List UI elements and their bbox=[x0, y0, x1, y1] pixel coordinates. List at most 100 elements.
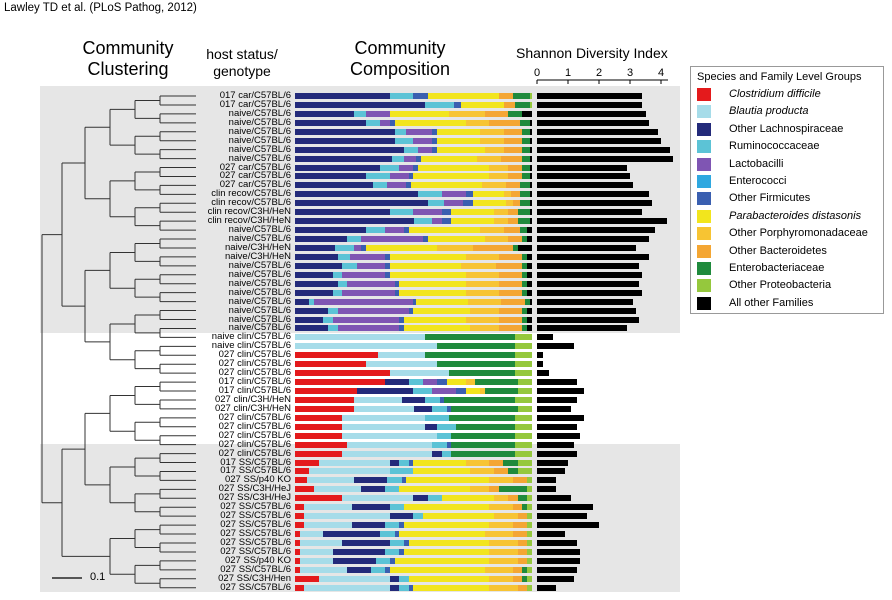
row-label: 027 clin/C57BL/6 bbox=[218, 438, 291, 450]
diversity-bar bbox=[537, 459, 568, 466]
composition-segment bbox=[451, 209, 495, 216]
composition-segment bbox=[508, 164, 523, 171]
composition-segment bbox=[517, 218, 530, 225]
composition-segment bbox=[295, 495, 343, 502]
composition-segment bbox=[515, 370, 532, 377]
legend-label: Ruminococcaceae bbox=[729, 140, 820, 153]
composition-segment bbox=[515, 361, 532, 368]
diversity-axis: 0 1 2 3 4 bbox=[534, 67, 668, 84]
composition-segment bbox=[295, 164, 381, 171]
composition-segment bbox=[508, 218, 518, 225]
composition-segment bbox=[404, 155, 416, 162]
composition-segment bbox=[522, 137, 530, 144]
composition-segment bbox=[295, 396, 355, 403]
composition-segment bbox=[489, 504, 513, 511]
legend-label: All other Families bbox=[729, 296, 814, 309]
composition-segment bbox=[295, 200, 428, 207]
composition-segment bbox=[527, 513, 532, 520]
composition-segment bbox=[404, 227, 409, 234]
composition-segment bbox=[394, 557, 490, 564]
legend-label: Enterococci bbox=[729, 175, 787, 187]
composition-bar bbox=[295, 253, 532, 260]
composition-segment bbox=[295, 289, 333, 296]
composition-segment bbox=[529, 137, 532, 144]
composition-segment bbox=[479, 227, 504, 234]
composition-segment bbox=[498, 289, 523, 296]
axis-tick-label: 1 bbox=[565, 67, 571, 79]
composition-segment bbox=[399, 164, 414, 171]
composition-segment bbox=[489, 164, 509, 171]
diversity-bar bbox=[537, 137, 661, 144]
composition-segment bbox=[351, 504, 390, 511]
composition-segment bbox=[342, 289, 395, 296]
composition-bar bbox=[295, 119, 532, 126]
composition-segment bbox=[522, 307, 528, 314]
composition-bar bbox=[295, 396, 532, 403]
composition-segment bbox=[399, 316, 404, 323]
composition-segment bbox=[394, 137, 414, 144]
composition-segment bbox=[401, 396, 426, 403]
composition-segment bbox=[413, 468, 471, 475]
composition-segment bbox=[484, 236, 509, 243]
row-label: naive/C57BL/6 bbox=[228, 233, 291, 245]
composition-segment bbox=[295, 405, 355, 412]
scale-bar-label: 0.1 bbox=[90, 571, 105, 583]
composition-bar bbox=[295, 352, 532, 359]
row-label: naive/C3H/HeN bbox=[225, 241, 291, 253]
composition-bar bbox=[295, 307, 532, 314]
diversity-bar bbox=[537, 227, 655, 234]
legend-label: Other Porphyromonadaceae bbox=[729, 227, 868, 240]
composition-segment bbox=[354, 405, 414, 412]
composition-segment bbox=[306, 477, 355, 484]
composition-segment bbox=[520, 200, 530, 207]
composition-bar bbox=[295, 316, 532, 323]
composition-segment bbox=[527, 307, 532, 314]
composition-segment bbox=[366, 361, 438, 368]
composition-segment bbox=[437, 379, 447, 386]
composition-segment bbox=[498, 93, 514, 99]
composition-segment bbox=[460, 262, 497, 269]
composition-segment bbox=[515, 396, 532, 403]
row-label: 027 SS/C57BL/6 bbox=[220, 528, 291, 540]
composition-segment bbox=[484, 146, 504, 153]
composition-segment bbox=[399, 459, 409, 466]
composition-segment bbox=[295, 441, 348, 448]
composition-segment bbox=[295, 236, 348, 243]
composition-segment bbox=[522, 325, 528, 332]
composition-segment bbox=[394, 289, 400, 296]
composition-segment bbox=[328, 307, 338, 314]
diversity-bar bbox=[537, 173, 630, 180]
composition-segment bbox=[498, 271, 523, 278]
composition-segment bbox=[489, 173, 509, 180]
row-label: naive/C57BL/6 bbox=[228, 259, 291, 271]
composition-bar bbox=[295, 128, 532, 135]
composition-bar bbox=[295, 244, 532, 251]
composition-segment bbox=[527, 522, 532, 529]
composition-segment bbox=[299, 566, 348, 573]
composition-segment bbox=[295, 128, 395, 135]
composition-segment bbox=[441, 218, 452, 225]
composition-segment bbox=[520, 119, 530, 126]
composition-bar bbox=[295, 361, 532, 368]
composition-bar bbox=[295, 298, 532, 305]
composition-segment bbox=[411, 182, 483, 189]
composition-bar bbox=[295, 557, 532, 564]
composition-segment bbox=[401, 477, 407, 484]
composition-segment bbox=[489, 540, 518, 546]
composition-segment bbox=[295, 155, 393, 162]
composition-segment bbox=[470, 486, 490, 493]
composition-segment bbox=[385, 486, 400, 493]
axis-tick-label: 2 bbox=[596, 67, 602, 79]
composition-segment bbox=[508, 110, 523, 117]
diversity-bar bbox=[537, 128, 658, 135]
composition-segment bbox=[366, 227, 386, 234]
composition-bar bbox=[295, 137, 532, 144]
composition-segment bbox=[354, 396, 402, 403]
diversity-bar bbox=[537, 513, 587, 520]
legend-label: Other Bacteroidetes bbox=[729, 244, 827, 257]
composition-segment bbox=[508, 468, 518, 475]
composition-segment bbox=[351, 522, 386, 529]
composition-segment bbox=[295, 379, 386, 386]
composition-segment bbox=[489, 477, 513, 484]
legend: Species and Family Level Groups Clostrid… bbox=[690, 66, 884, 314]
